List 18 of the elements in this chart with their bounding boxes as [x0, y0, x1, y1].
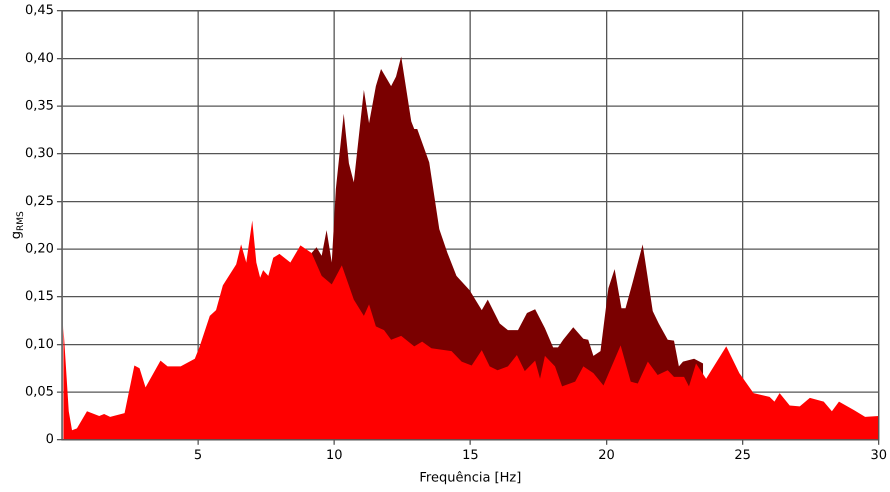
y-tick-label: 0,15: [24, 289, 54, 304]
x-tick-label: 25: [734, 448, 751, 463]
y-tick-label: 0,10: [24, 336, 54, 352]
y-axis-title: gRMS: [9, 211, 26, 240]
x-tick-label: 20: [598, 448, 615, 463]
y-tick-label: 0,30: [24, 146, 54, 162]
y-tick-label: 0,40: [24, 50, 54, 66]
x-tick-label: 15: [462, 448, 479, 463]
x-tick-label: 10: [326, 448, 342, 463]
y-tick-label: 0: [46, 432, 54, 448]
x-tick-label: 30: [870, 448, 887, 463]
y-tick-label: 0,45: [24, 3, 54, 18]
y-tick-label: 0,05: [24, 384, 54, 400]
y-tick-label: 0,20: [24, 242, 54, 257]
x-axis-title: Frequência [Hz]: [419, 470, 522, 486]
y-tick-label: 0,25: [24, 194, 54, 209]
y-tick-label: 0,35: [24, 98, 54, 114]
x-tick-label: 5: [194, 448, 202, 463]
